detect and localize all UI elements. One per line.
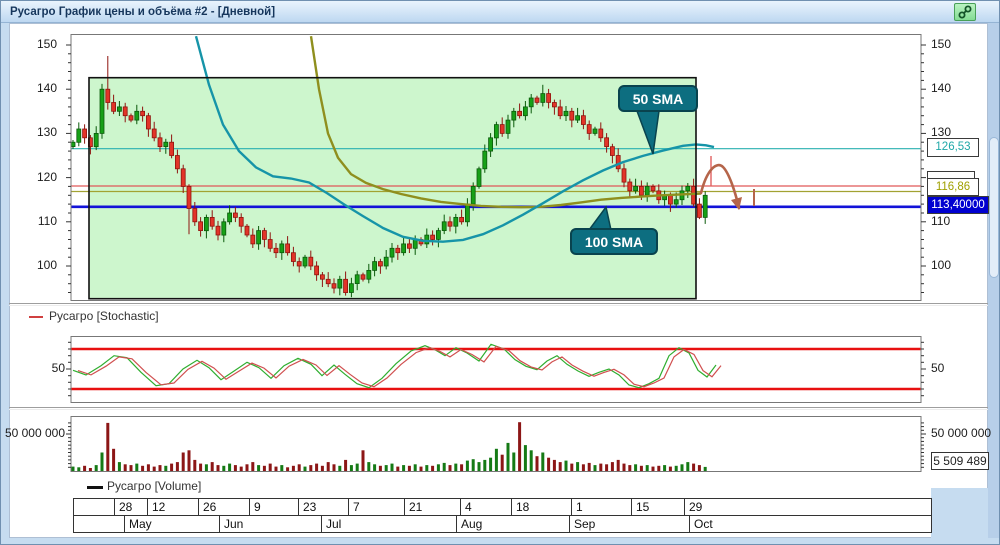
date-cell-day: 15: [631, 498, 685, 516]
date-cell-month: May: [124, 515, 220, 533]
price-tick-label-left: 100: [36, 258, 57, 272]
price-tick-label-right: 110: [931, 214, 951, 228]
stoch-tick-label-right: 50: [931, 361, 945, 375]
date-cell-day: 18: [511, 498, 572, 516]
date-cell-month: Oct: [689, 515, 932, 533]
price-tick-label-right: 140: [931, 81, 952, 95]
price-value-box: 113,40000: [927, 196, 989, 214]
form-background-patch: [931, 488, 999, 538]
date-cell-month: [73, 515, 125, 533]
price-chart-canvas[interactable]: [63, 34, 929, 301]
volume-last-value-box: 5 509 489: [931, 452, 989, 470]
stochastic-legend-label: Русагро [Stochastic]: [49, 309, 159, 323]
date-cell-month: Aug: [456, 515, 570, 533]
price-tick-label-left: 120: [36, 170, 57, 184]
date-cell-day: 26: [198, 498, 250, 516]
price-tick-label-left: 130: [36, 125, 57, 139]
price-tick-label-left: 150: [36, 37, 57, 51]
date-cell-day: 4: [460, 498, 512, 516]
price-tick-label-left: 110: [37, 214, 57, 228]
window-title: Русагро График цены и объёма #2 - [Дневн…: [10, 5, 276, 18]
date-cell-day: [73, 498, 115, 516]
date-cell-month: Sep: [569, 515, 690, 533]
link-button[interactable]: [954, 3, 976, 21]
date-cell-day: 7: [348, 498, 405, 516]
stochastic-legend-swatch: [29, 316, 43, 318]
date-cell-day: 29: [684, 498, 932, 516]
price-value-box: 116,86: [927, 178, 979, 196]
volume-chart-canvas[interactable]: [63, 416, 929, 472]
price-tick-label-right: 100: [931, 258, 952, 272]
date-cell-day: 12: [147, 498, 199, 516]
volume-tick-label-right: 50 000 000: [931, 426, 992, 440]
stochastic-chart-canvas[interactable]: [63, 336, 929, 403]
link-icon: [958, 5, 972, 19]
date-cell-day: 9: [249, 498, 299, 516]
date-cell-month: Jun: [219, 515, 322, 533]
volume-legend-label: Русагро [Volume]: [107, 479, 202, 493]
date-cell-month: Jul: [321, 515, 457, 533]
price-tick-label-right: 130: [931, 125, 952, 139]
callout-100-sma[interactable]: 100 SMA: [570, 228, 658, 255]
date-cell-day: 21: [404, 498, 461, 516]
price-tick-label-right: 150: [931, 37, 952, 51]
panel-separator: [9, 303, 988, 306]
callout-50-sma[interactable]: 50 SMA: [618, 85, 698, 112]
date-cell-day: 23: [298, 498, 349, 516]
date-cell-day: 28: [114, 498, 148, 516]
title-bar: Русагро График цены и объёма #2 - [Дневн…: [1, 1, 999, 23]
date-cell-day: 1: [571, 498, 632, 516]
price-tick-label-left: 140: [36, 81, 57, 95]
stoch-tick-label-left: 50: [51, 361, 65, 375]
price-value-box: 126,53: [927, 138, 979, 157]
scrollbar-track[interactable]: [988, 23, 999, 538]
panel-separator: [9, 407, 988, 410]
scrollbar-thumb[interactable]: [989, 137, 999, 278]
volume-legend-swatch: [87, 486, 103, 489]
volume-tick-label-left: 50 000 000: [4, 426, 65, 440]
